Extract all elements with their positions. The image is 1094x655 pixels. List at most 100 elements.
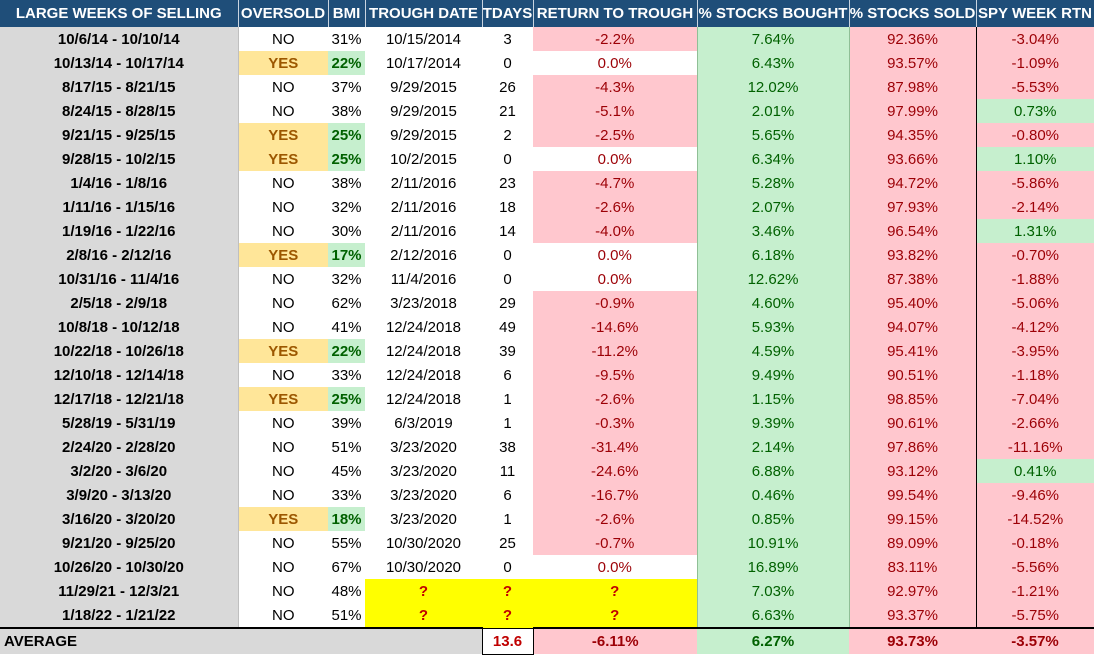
sold-cell: 97.99% <box>849 99 977 123</box>
oversold-cell: NO <box>238 99 328 123</box>
return-cell: ? <box>533 603 697 628</box>
sold-cell: 94.07% <box>849 315 977 339</box>
oversold-cell: NO <box>238 531 328 555</box>
bmi-cell: 55% <box>328 531 365 555</box>
spy-return-cell: -1.18% <box>976 363 1094 387</box>
spy-return-cell: 1.10% <box>976 147 1094 171</box>
spy-return-cell: -7.04% <box>976 387 1094 411</box>
col-header-spy: SPY WEEK RTN <box>976 0 1094 27</box>
sold-cell: 93.12% <box>849 459 977 483</box>
bmi-cell: 51% <box>328 603 365 628</box>
average-spy: -3.57% <box>976 627 1094 654</box>
bmi-cell: 25% <box>328 123 365 147</box>
col-header-bmi: BMI <box>328 0 366 27</box>
tdays-cell: 1 <box>482 507 533 531</box>
sold-cell: 94.72% <box>849 171 977 195</box>
bought-cell: 0.85% <box>696 507 850 531</box>
sold-cell: 97.93% <box>849 195 977 219</box>
spy-return-cell: 0.41% <box>976 459 1094 483</box>
return-cell: 0.0% <box>533 147 697 171</box>
table-row: 10/13/14 - 10/17/14 YES 22% 10/17/2014 0 0.0%… <box>0 51 1094 75</box>
table-row: 2/5/18 - 2/9/18 NO 62% 3/23/2018 29 -0.9% 4.60… <box>0 291 1094 315</box>
bought-cell: 7.03% <box>696 579 850 603</box>
sold-cell: 87.98% <box>849 75 977 99</box>
bought-cell: 0.46% <box>696 483 850 507</box>
tdays-cell: ? <box>482 579 533 603</box>
bmi-cell: 67% <box>328 555 365 579</box>
tdays-cell: 11 <box>482 459 533 483</box>
return-cell: -0.3% <box>533 411 697 435</box>
spy-return-cell: -1.09% <box>976 51 1094 75</box>
return-cell: 0.0% <box>533 267 697 291</box>
week-range-cell: 10/31/16 - 11/4/16 <box>0 267 239 291</box>
sold-cell: 89.09% <box>849 531 977 555</box>
bought-cell: 6.63% <box>696 603 850 628</box>
return-cell: -11.2% <box>533 339 697 363</box>
sold-cell: 90.61% <box>849 411 977 435</box>
table-row: 9/21/15 - 9/25/15 YES 25% 9/29/2015 2 -2.5% 5.… <box>0 123 1094 147</box>
table-row: 3/9/20 - 3/13/20 NO 33% 3/23/2020 6 -16.7% 0.4… <box>0 483 1094 507</box>
table-row: 1/4/16 - 1/8/16 NO 38% 2/11/2016 23 -4.7% 5.28… <box>0 171 1094 195</box>
bmi-cell: 22% <box>328 339 365 363</box>
return-cell: -2.2% <box>533 27 697 51</box>
week-range-cell: 8/24/15 - 8/28/15 <box>0 99 239 123</box>
average-tdays: 13.6 <box>481 627 534 655</box>
tdays-cell: 18 <box>482 195 533 219</box>
return-cell: -5.1% <box>533 99 697 123</box>
bought-cell: 9.39% <box>696 411 850 435</box>
spy-return-cell: -2.66% <box>976 411 1094 435</box>
table-row: 1/11/16 - 1/15/16 NO 32% 2/11/2016 18 -2.6% 2.… <box>0 195 1094 219</box>
week-range-cell: 11/29/21 - 12/3/21 <box>0 579 239 603</box>
bought-cell: 12.02% <box>696 75 850 99</box>
week-range-cell: 1/11/16 - 1/15/16 <box>0 195 239 219</box>
week-range-cell: 10/6/14 - 10/10/14 <box>0 27 239 51</box>
bmi-cell: 45% <box>328 459 365 483</box>
table-row: 1/18/22 - 1/21/22 NO 51%??? 6.63% 93.37% -5.7… <box>0 603 1094 628</box>
oversold-cell: YES <box>238 123 328 147</box>
sold-cell: 92.36% <box>849 27 977 51</box>
oversold-cell: NO <box>238 363 328 387</box>
week-range-cell: 2/8/16 - 2/12/16 <box>0 243 239 267</box>
week-range-cell: 3/2/20 - 3/6/20 <box>0 459 239 483</box>
col-header-sold: % STOCKS SOLD <box>849 0 977 27</box>
tdays-cell: 14 <box>482 219 533 243</box>
oversold-cell: NO <box>238 603 328 628</box>
trough-date-cell: ? <box>365 579 482 603</box>
return-cell: -9.5% <box>533 363 697 387</box>
spy-return-cell: -3.04% <box>976 27 1094 51</box>
oversold-cell: NO <box>238 435 328 459</box>
average-return: -6.11% <box>533 627 697 654</box>
oversold-cell: YES <box>238 387 328 411</box>
trough-date-cell: 3/23/2020 <box>365 459 482 483</box>
average-sold: 93.73% <box>849 627 976 654</box>
bmi-cell: 31% <box>328 27 365 51</box>
return-cell: 0.0% <box>533 51 697 75</box>
return-cell: 0.0% <box>533 243 697 267</box>
average-bought: 6.27% <box>697 627 849 654</box>
trough-date-cell: 12/24/2018 <box>365 387 482 411</box>
sold-cell: 99.15% <box>849 507 977 531</box>
table-row: 11/29/21 - 12/3/21 NO 48%??? 7.03% 92.97% -1.… <box>0 579 1094 603</box>
bought-cell: 4.59% <box>696 339 850 363</box>
oversold-cell: NO <box>238 267 328 291</box>
table-row: 1/19/16 - 1/22/16 NO 30% 2/11/2016 14 -4.0% 3.… <box>0 219 1094 243</box>
trough-date-cell: 9/29/2015 <box>365 99 482 123</box>
average-trough-blank <box>365 627 482 654</box>
week-range-cell: 10/26/20 - 10/30/20 <box>0 555 239 579</box>
tdays-cell: 0 <box>482 555 533 579</box>
table-row: 12/10/18 - 12/14/18 NO 33% 12/24/2018 6 -9.5%… <box>0 363 1094 387</box>
week-range-cell: 10/22/18 - 10/26/18 <box>0 339 239 363</box>
bought-cell: 2.01% <box>696 99 850 123</box>
oversold-cell: NO <box>238 579 328 603</box>
bought-cell: 6.43% <box>696 51 850 75</box>
trough-date-cell: 10/30/2020 <box>365 555 482 579</box>
return-cell: -2.6% <box>533 387 697 411</box>
bought-cell: 12.62% <box>696 267 850 291</box>
tdays-cell: 29 <box>482 291 533 315</box>
bought-cell: 10.91% <box>696 531 850 555</box>
tdays-cell: 25 <box>482 531 533 555</box>
sold-cell: 96.54% <box>849 219 977 243</box>
bmi-cell: 39% <box>328 411 365 435</box>
week-range-cell: 1/4/16 - 1/8/16 <box>0 171 239 195</box>
oversold-cell: NO <box>238 75 328 99</box>
